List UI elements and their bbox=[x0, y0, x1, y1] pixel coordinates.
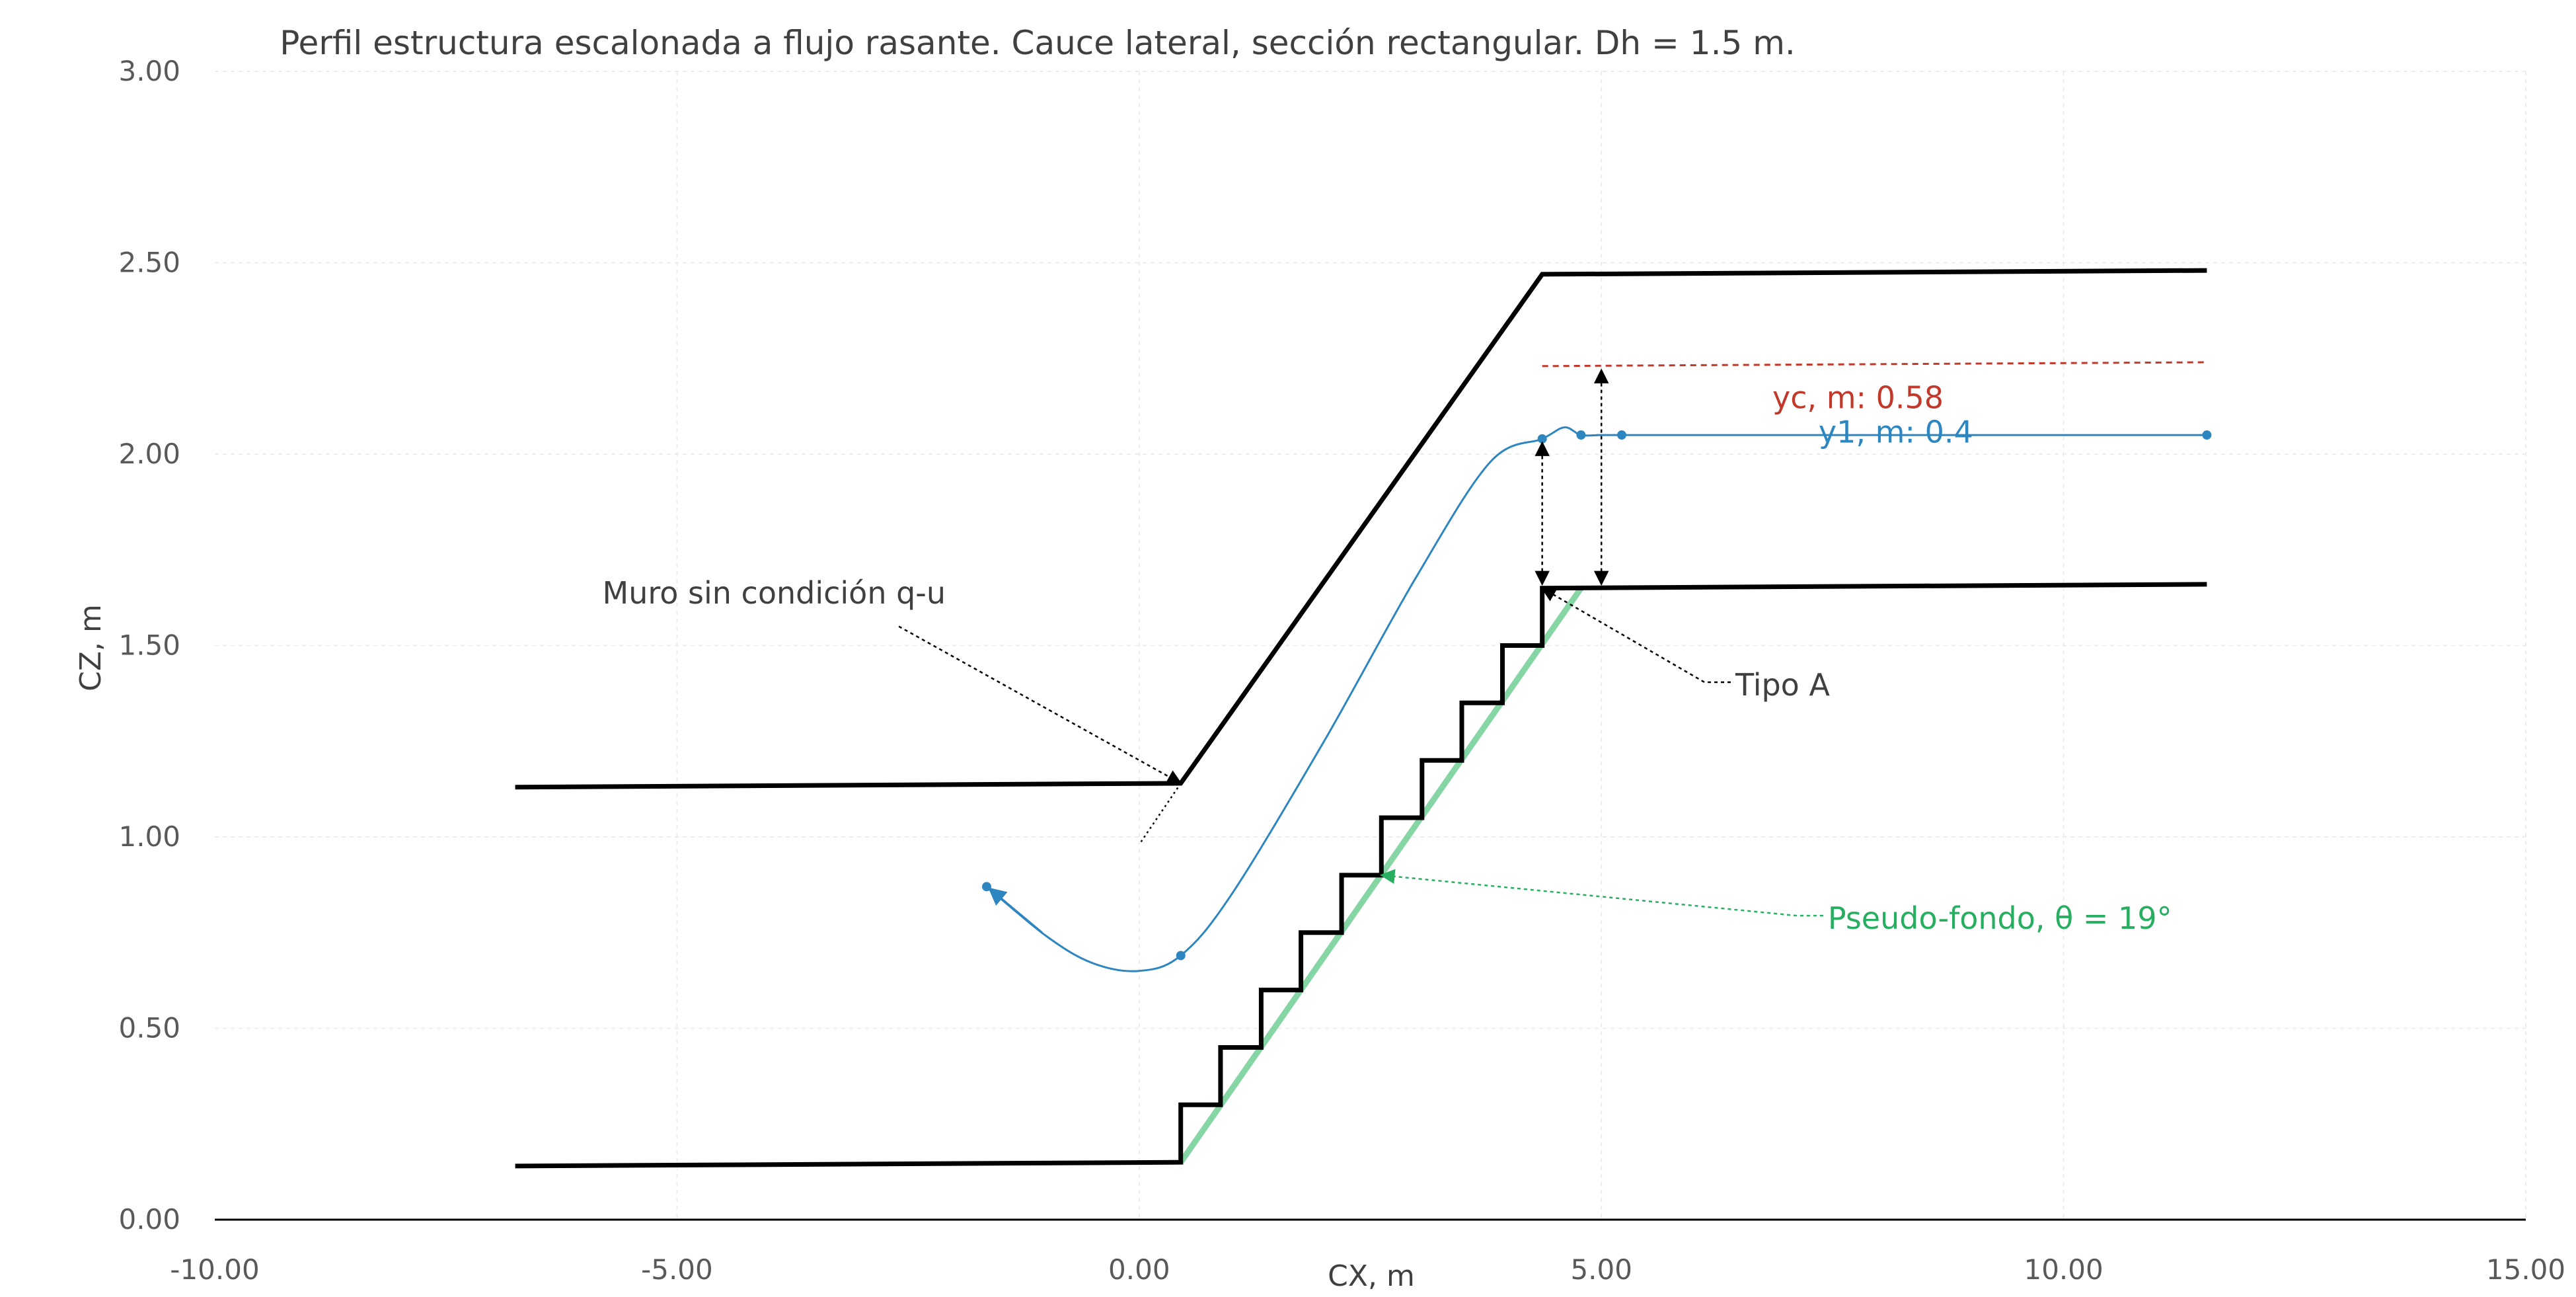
annotation-text: Tipo A bbox=[1735, 667, 1830, 703]
water-profile-point bbox=[1616, 430, 1626, 440]
x-axis-title: CX, m bbox=[1328, 1259, 1415, 1293]
x-tick-label: 10.00 bbox=[2024, 1253, 2103, 1286]
x-tick-label: 0.00 bbox=[1108, 1253, 1170, 1286]
chart-title: Perfil estructura escalonada a flujo ras… bbox=[280, 24, 1796, 62]
annotation-text: yc, m: 0.58 bbox=[1772, 380, 1944, 416]
x-tick-label: 15.00 bbox=[2486, 1253, 2565, 1286]
water-profile-point bbox=[1176, 951, 1186, 961]
annotation-leader bbox=[1380, 869, 1823, 917]
water-profile-line bbox=[986, 426, 2207, 972]
wall-extension-line bbox=[1138, 783, 1182, 845]
water-profile-point bbox=[1537, 434, 1547, 444]
y-axis: 0.00 0.50 1.00 1.50 2.00 2.50 3.00 bbox=[118, 55, 180, 1236]
water-profile-point bbox=[1576, 430, 1586, 440]
annotation-text: Muro sin condición q-u bbox=[603, 575, 946, 611]
x-tick-label: 5.00 bbox=[1570, 1253, 1632, 1286]
y-tick-label: 0.00 bbox=[118, 1203, 180, 1236]
water-profile-arrow bbox=[988, 887, 1043, 933]
y-axis-title: CZ, m bbox=[74, 604, 108, 691]
gridlines bbox=[215, 71, 2526, 1220]
y-tick-label: 2.00 bbox=[118, 438, 180, 470]
y-tick-label: 0.50 bbox=[118, 1012, 180, 1044]
y-tick-label: 1.00 bbox=[118, 820, 180, 853]
y-tick-label: 2.50 bbox=[118, 247, 180, 279]
y-tick-label: 1.50 bbox=[118, 629, 180, 662]
critical-depth-line bbox=[1542, 361, 2207, 368]
annotations: Muro sin condición q-u Tipo A Pseudo-fondo… bbox=[603, 368, 2172, 936]
annotation-text: Pseudo-fondo, θ = 19° bbox=[1828, 900, 2172, 936]
wall-line bbox=[515, 268, 2207, 790]
x-axis: -10.00 -5.00 0.00 5.00 10.00 15.00 bbox=[170, 1218, 2565, 1286]
annotation-leader bbox=[898, 625, 1182, 785]
water-profile-point bbox=[2202, 430, 2212, 440]
plot-area bbox=[515, 268, 2212, 1169]
x-tick-label: -10.00 bbox=[170, 1253, 259, 1286]
stepped-channel-line bbox=[515, 582, 2207, 1169]
annotation-leader bbox=[1540, 587, 1731, 684]
x-tick-label: -5.00 bbox=[641, 1253, 713, 1286]
annotation-text: y1, m: 0.4 bbox=[1819, 414, 1973, 450]
y-tick-label: 3.00 bbox=[118, 55, 180, 87]
